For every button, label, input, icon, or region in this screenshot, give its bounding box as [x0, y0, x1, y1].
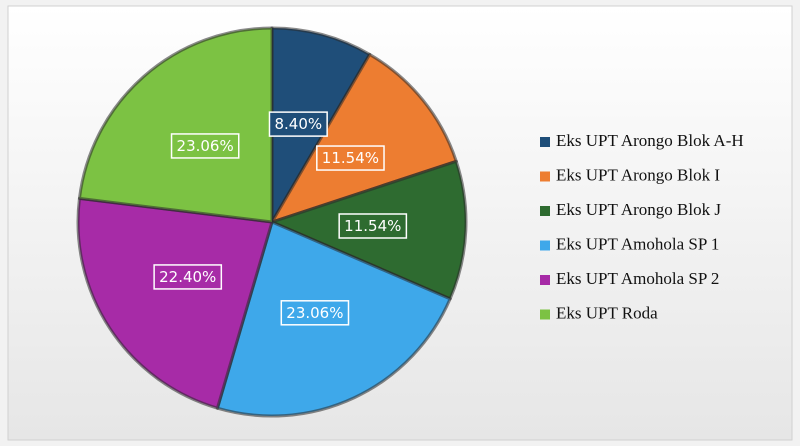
- legend-label: Eks UPT Roda: [556, 303, 658, 322]
- data-label-box: [338, 213, 408, 239]
- legend-swatch: [540, 309, 550, 320]
- legend-swatch: [540, 275, 550, 285]
- pie: [76, 26, 468, 418]
- legend-label: Eks UPT Amohola SP 1: [556, 234, 719, 253]
- legend: Eks UPT Arongo Blok A-H Eks UPT Arongo Bl…: [540, 131, 744, 322]
- data-label: 23.06%: [286, 304, 343, 322]
- legend-label: Eks UPT Amohola SP 2: [556, 269, 719, 288]
- data-label: 11.54%: [344, 217, 401, 235]
- legend-label: Eks UPT Arongo Blok I: [556, 165, 720, 184]
- pie-slice: [77, 26, 274, 224]
- data-label: 11.54%: [322, 149, 379, 167]
- data-label-box: [268, 111, 328, 137]
- legend-swatch: [540, 240, 550, 251]
- legend-label: Eks UPT Arongo Blok A-H: [556, 131, 744, 150]
- data-label: 22.40%: [159, 268, 216, 286]
- pie-slice: [76, 196, 274, 410]
- data-label: 8.40%: [274, 115, 322, 133]
- data-label: 23.06%: [177, 137, 234, 155]
- pie-slice: [270, 52, 458, 224]
- data-labels: 8.40%11.54%11.54%23.06%22.40%23.06%: [153, 111, 408, 326]
- legend-swatch: [540, 206, 550, 216]
- data-label-box: [170, 133, 240, 159]
- legend-swatch: [540, 171, 550, 182]
- legend-label: Eks UPT Arongo Blok J: [556, 200, 721, 219]
- data-label-box: [316, 145, 385, 171]
- legend-swatch: [540, 137, 550, 147]
- data-label-box: [153, 264, 223, 290]
- data-label-box: [280, 300, 350, 326]
